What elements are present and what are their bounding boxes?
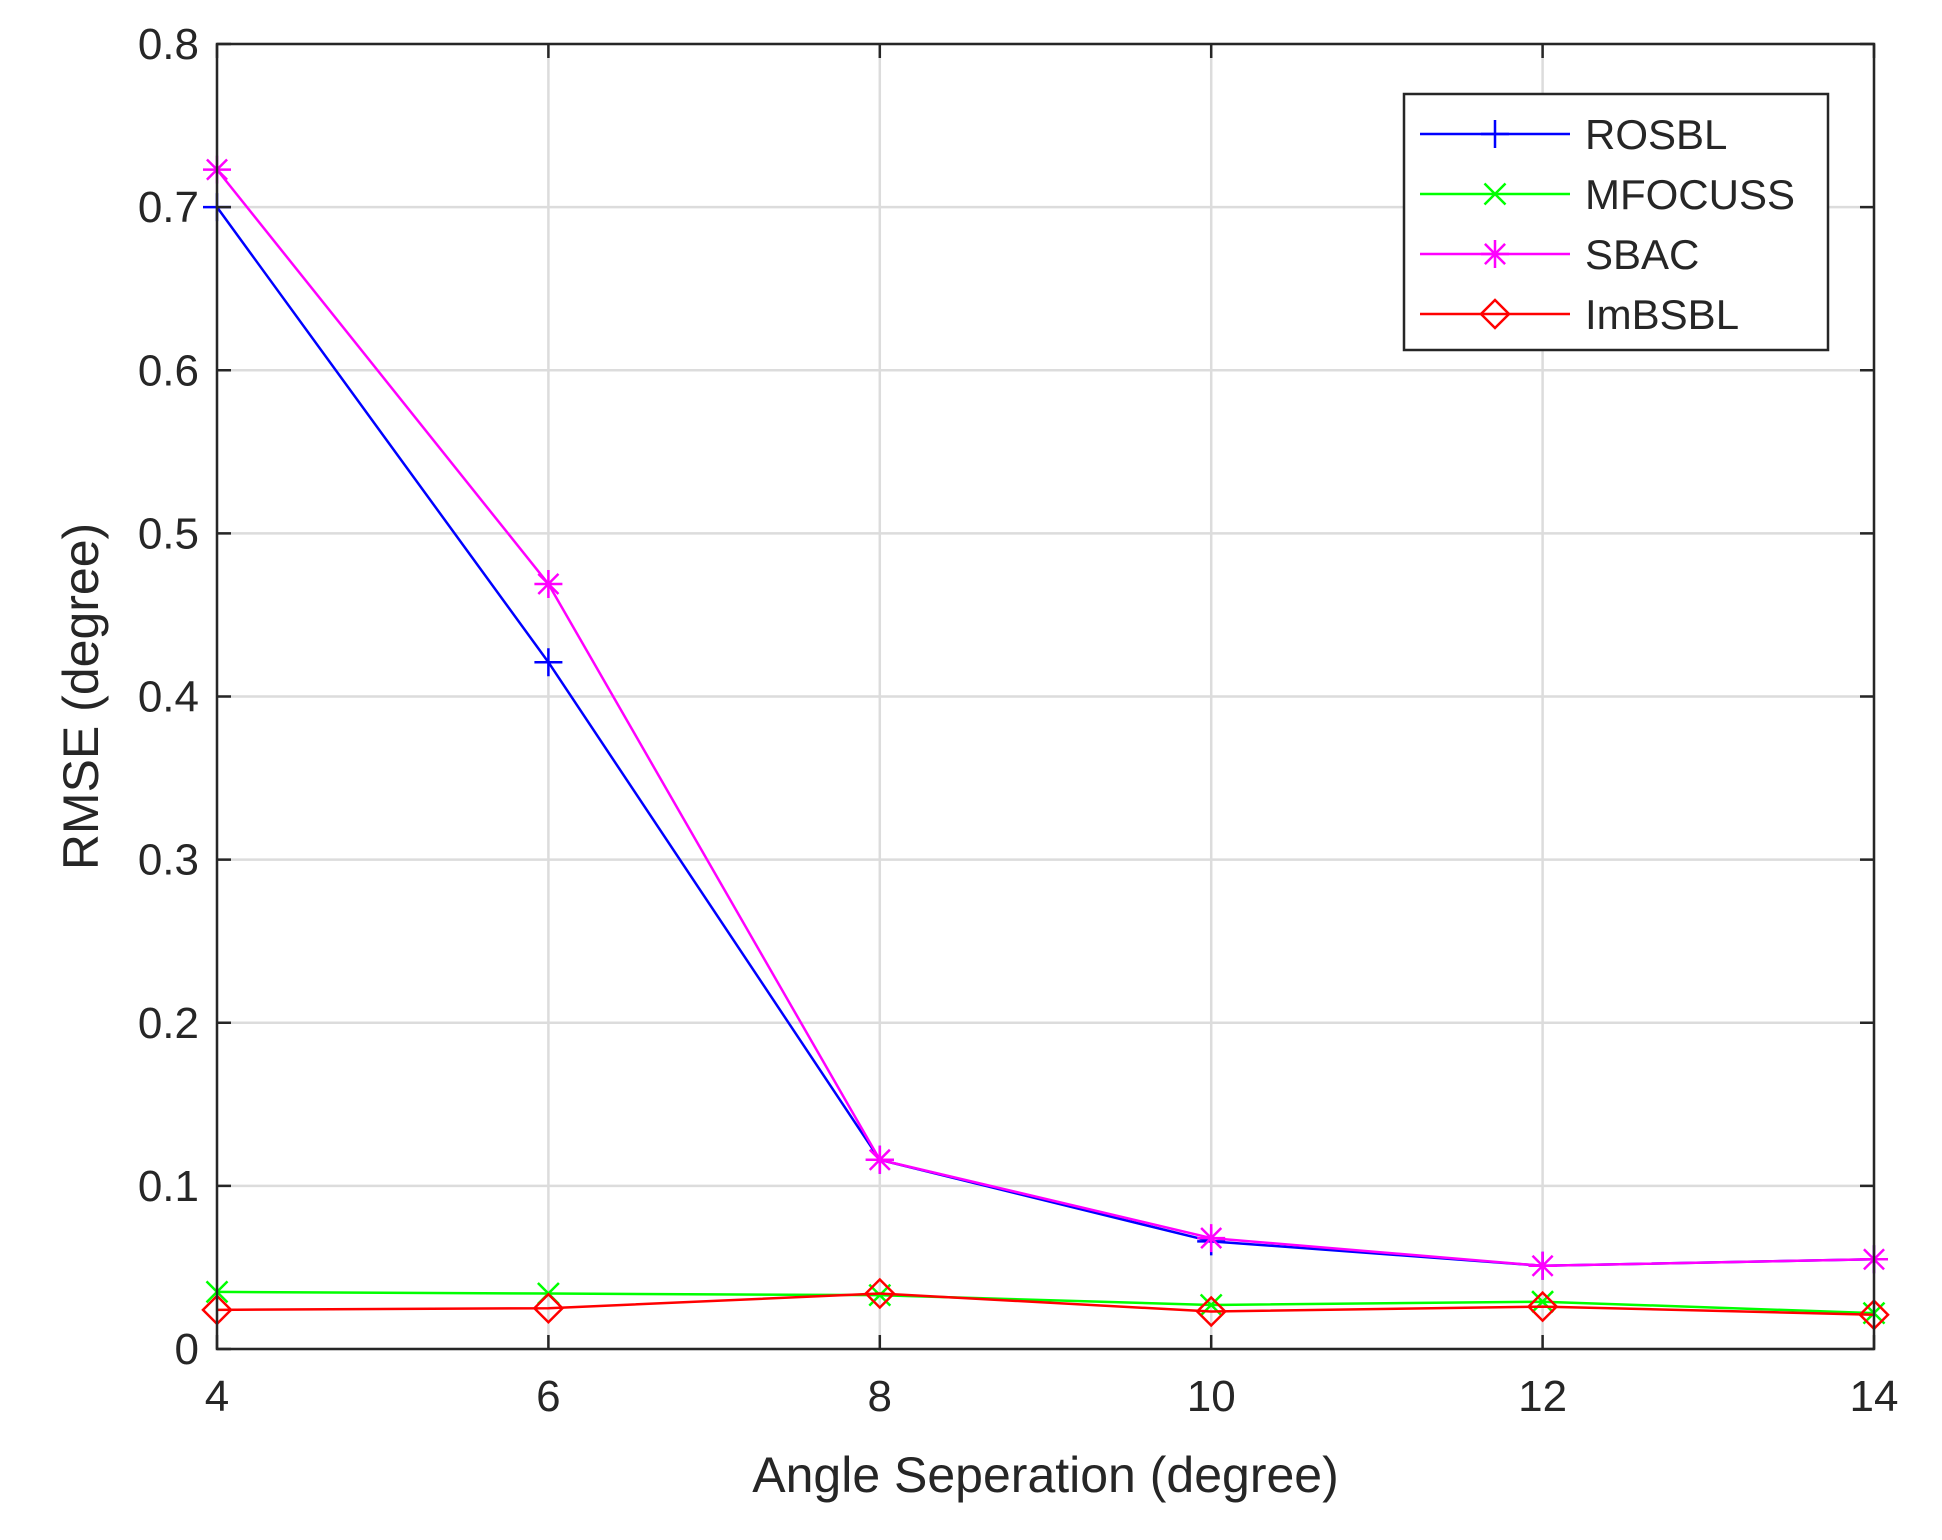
- legend-marker-rosbl: [1481, 120, 1509, 148]
- x-tick-label: 6: [536, 1372, 560, 1421]
- y-tick-label: 0.6: [138, 346, 199, 395]
- data-point-imbsbl: [1195, 1295, 1227, 1328]
- data-point-sbac-shape: [1528, 1251, 1557, 1280]
- data-point-imbsbl-shape: [1526, 1290, 1559, 1323]
- data-point-rosbl-shape: [534, 648, 563, 677]
- data-point-imbsbl: [864, 1277, 896, 1310]
- legend-marker-sbac: [1481, 240, 1509, 268]
- legend-marker-mfocuss: [1483, 182, 1507, 206]
- y-tick-label: 0.5: [138, 509, 199, 558]
- data-point-sbac-shape: [865, 1145, 894, 1174]
- legend-item-sbac: SBAC: [1420, 231, 1699, 278]
- series-line-mfocuss: [216, 1290, 1875, 1315]
- data-point-imbsbl: [1526, 1290, 1559, 1323]
- x-tick-label: 8: [868, 1372, 892, 1421]
- legend-item-rosbl: ROSBL: [1420, 111, 1727, 158]
- data-point-rosbl: [534, 648, 563, 677]
- legend-label-sbac: SBAC: [1585, 231, 1699, 278]
- y-tick-label: 0.1: [138, 1162, 199, 1211]
- x-tick-label: 10: [1187, 1372, 1236, 1421]
- data-point-sbac: [534, 569, 563, 598]
- data-point-sbac-shape: [1197, 1224, 1226, 1253]
- y-tick-label: 0.4: [138, 673, 199, 722]
- data-point-imbsbl-shape: [864, 1277, 896, 1310]
- legend-marker-sbac-shape: [1481, 240, 1509, 268]
- data-point-mfocuss: [1531, 1290, 1554, 1314]
- data-point-sbac-shape: [534, 569, 563, 598]
- y-tick-label: 0.2: [138, 999, 199, 1048]
- legend-marker-rosbl-shape: [1481, 120, 1509, 148]
- x-tick-label: 4: [205, 1372, 229, 1421]
- y-tick-label: 0.7: [138, 183, 199, 232]
- data-point-sbac: [1528, 1251, 1557, 1280]
- data-point-imbsbl: [532, 1292, 565, 1324]
- data-point-sbac: [865, 1145, 894, 1174]
- y-tick-label: 0.3: [138, 836, 199, 885]
- legend-item-imbsbl: ImBSBL: [1420, 291, 1739, 338]
- data-point-imbsbl-shape: [532, 1292, 565, 1324]
- legend-label-imbsbl: ImBSBL: [1585, 291, 1739, 338]
- x-tick-label: 12: [1518, 1372, 1567, 1421]
- legend-label-rosbl: ROSBL: [1585, 111, 1727, 158]
- x-tick-label: 14: [1850, 1372, 1899, 1421]
- axes: 4 6 8 10 12 14 0 0.1 0.2 0.3 0.4 0.5 0.6 0.7 0.8: [138, 20, 1899, 1421]
- legend: ROSBL MFOCUSS SBAC ImBSBL: [1402, 92, 1830, 352]
- y-tick-label: 0: [175, 1325, 199, 1374]
- data-point-mfocuss-shape: [1531, 1290, 1554, 1314]
- data-point-sbac: [1197, 1224, 1226, 1253]
- legend-label-mfocuss: MFOCUSS: [1585, 171, 1795, 218]
- x-axis-label: Angle Seperation (degree): [752, 1447, 1339, 1503]
- legend-item-mfocuss: MFOCUSS: [1420, 171, 1795, 218]
- data-point-imbsbl-shape: [1195, 1295, 1227, 1328]
- y-tick-label: 0.8: [138, 20, 199, 69]
- y-axis-label: RMSE (degree): [53, 523, 109, 870]
- legend-marker-imbsbl-shape: [1479, 298, 1511, 330]
- series-line-imbsbl: [216, 1292, 1875, 1316]
- legend-marker-imbsbl: [1479, 298, 1511, 330]
- legend-marker-mfocuss-shape: [1483, 182, 1507, 206]
- series-line-sbac: [216, 168, 1875, 1268]
- legend-box: [1402, 92, 1830, 352]
